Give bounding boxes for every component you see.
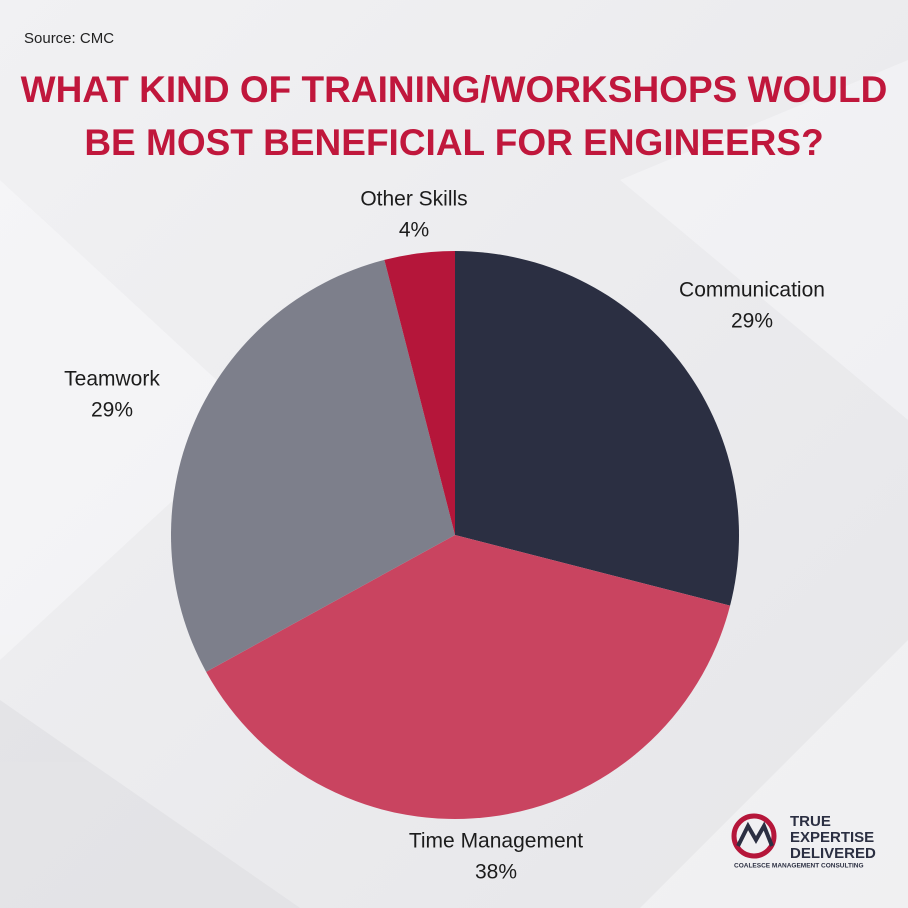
slice-value-label: 4% (399, 219, 429, 242)
chart-title: BE MOST BENEFICIAL FOR ENGINEERS? (84, 122, 823, 163)
slice-label: Communication (679, 279, 825, 302)
pie (171, 251, 739, 819)
slice-value-label: 29% (731, 310, 773, 333)
pie-slice (455, 251, 739, 606)
slice-value-label: 29% (91, 399, 133, 422)
pie-slice (206, 535, 731, 819)
slice-label: Teamwork (64, 368, 160, 391)
slice-label: Other Skills (360, 188, 467, 211)
logo: TRUE EXPERTISE DELIVERED COALESCE MANAGE… (731, 813, 876, 870)
logo-text: TRUE (790, 813, 831, 830)
background-pattern (0, 60, 908, 908)
pie-slice (384, 251, 455, 535)
logo-text: DELIVERED (790, 845, 876, 862)
slice-label: Time Management (409, 830, 583, 853)
chart-title: WHAT KIND OF TRAINING/WORKSHOPS WOULD (21, 69, 888, 110)
source: Source: CMC (24, 30, 114, 47)
logo-icon (731, 813, 777, 859)
slice-value-label: 38% (475, 861, 517, 884)
logo-company: COALESCE MANAGEMENT CONSULTING (734, 863, 864, 870)
logo-text: EXPERTISE (790, 829, 874, 846)
logo-icon (736, 821, 774, 847)
pie-slice (171, 259, 456, 672)
